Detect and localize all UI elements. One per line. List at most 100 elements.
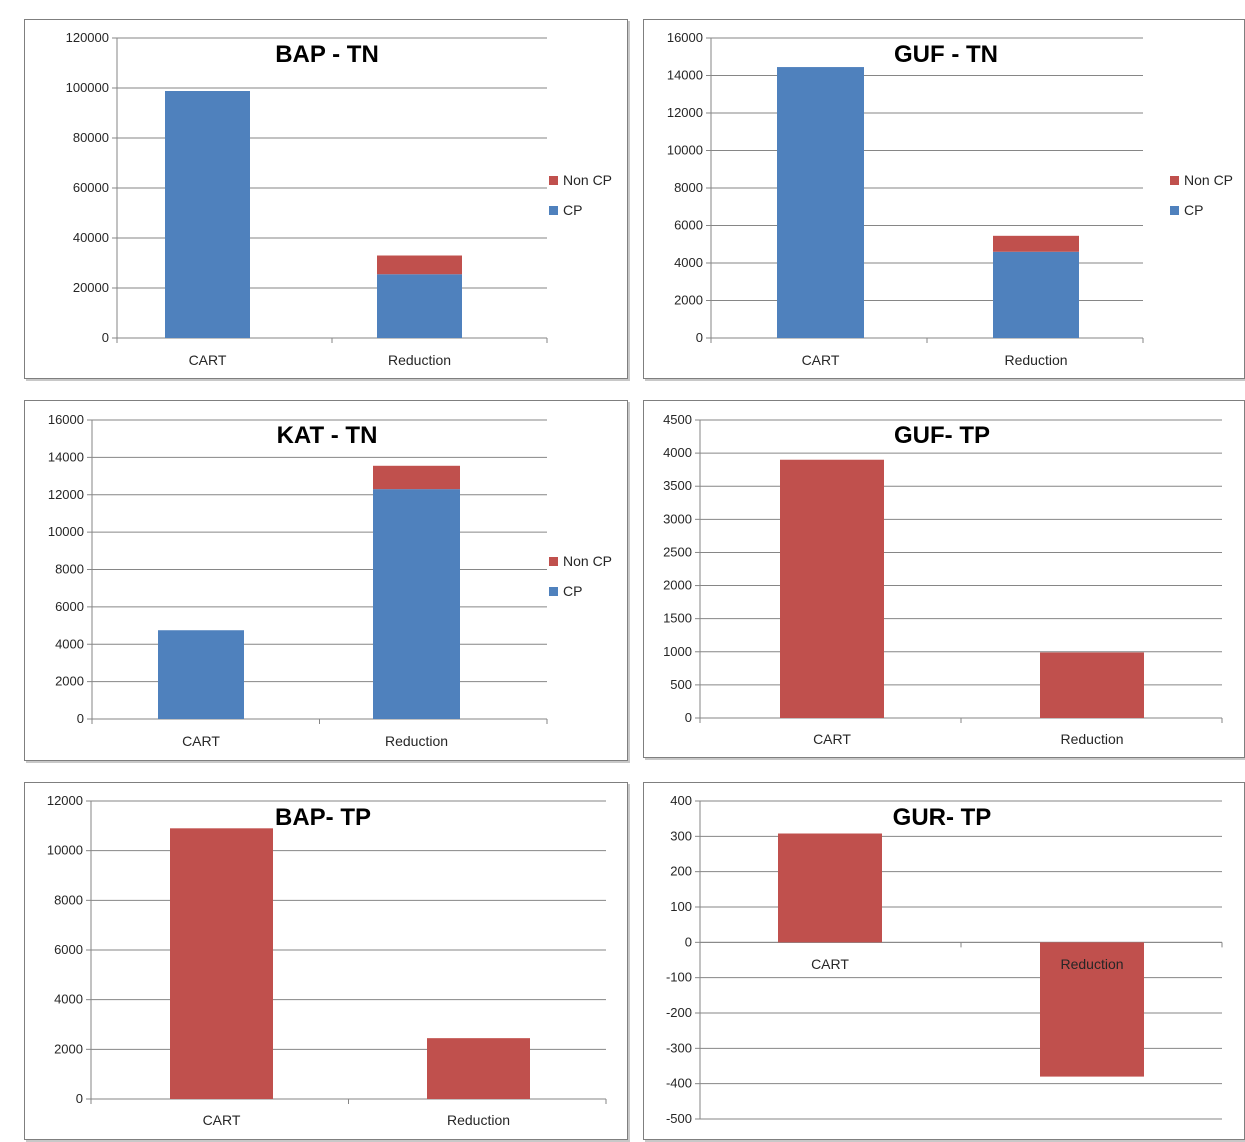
bar-cart-cp <box>165 91 250 338</box>
y-tick-label: 6000 <box>55 599 84 614</box>
y-tick-label: 14000 <box>48 449 84 464</box>
y-tick-label: 1000 <box>663 644 692 659</box>
bar-reduction-non-cp <box>377 255 462 275</box>
bar-cart <box>780 459 884 718</box>
legend-swatch <box>549 176 558 185</box>
legend-label: CP <box>1184 202 1203 218</box>
chart-panel-1: 0 20000 40000 60000 80000 100000 120000 CART Red… <box>24 19 628 379</box>
bar-cart-cp <box>158 630 244 719</box>
bar-reduction <box>1040 652 1144 718</box>
y-tick-label: 300 <box>670 828 692 843</box>
y-tick-label: -400 <box>666 1076 692 1091</box>
chart-svg: 0 2000 4000 6000 8000 10000 12000 14000 16000 CAR… <box>667 30 1233 368</box>
chart-title: BAP- TP <box>275 804 371 831</box>
legend-swatch <box>549 557 558 566</box>
chart-panel-3: 0 2000 4000 6000 8000 10000 12000 14000 16000 CAR… <box>24 400 628 761</box>
legend-label: CP <box>563 583 582 599</box>
y-tick-label: 10000 <box>47 843 83 858</box>
category-label: CART <box>811 956 849 972</box>
y-tick-label: 400 <box>670 793 692 808</box>
y-tick-label: 0 <box>76 1091 83 1106</box>
y-tick-label: 100000 <box>66 80 109 95</box>
category-label: CART <box>189 352 227 368</box>
bar-cart <box>170 828 273 1099</box>
y-tick-label: 3000 <box>663 511 692 526</box>
bar-reduction-cp <box>373 489 460 719</box>
y-tick-label: -500 <box>666 1111 692 1126</box>
chart-panel-2: 0 2000 4000 6000 8000 10000 12000 14000 16000 CAR… <box>643 19 1245 379</box>
y-tick-label: 8000 <box>674 180 703 195</box>
category-label: Reduction <box>447 1112 510 1128</box>
bar-cart <box>778 833 882 943</box>
bar-reduction <box>1040 942 1144 1077</box>
y-tick-label: 0 <box>685 934 692 949</box>
y-tick-label: 60000 <box>73 180 109 195</box>
category-label: CART <box>203 1112 241 1128</box>
y-tick-label: 200 <box>670 864 692 879</box>
y-tick-label: 4000 <box>55 636 84 651</box>
y-tick-label: 2500 <box>663 544 692 559</box>
y-tick-label: 1500 <box>663 611 692 626</box>
category-label: CART <box>182 733 220 749</box>
chart-panel-5: 0 2000 4000 6000 8000 10000 12000 CART Reduction… <box>24 782 628 1140</box>
y-tick-label: 100 <box>670 899 692 914</box>
y-tick-label: -100 <box>666 970 692 985</box>
y-tick-label: 14000 <box>667 68 703 83</box>
y-tick-label: 12000 <box>47 793 83 808</box>
y-tick-label: 4000 <box>54 992 83 1007</box>
chart-title: KAT - TN <box>277 422 378 449</box>
category-label: CART <box>802 352 840 368</box>
category-label: Reduction <box>1004 352 1067 368</box>
category-label: Reduction <box>1060 956 1123 972</box>
y-tick-label: 2000 <box>55 674 84 689</box>
y-tick-label: 2000 <box>663 578 692 593</box>
y-tick-label: 2000 <box>674 293 703 308</box>
y-tick-label: -300 <box>666 1040 692 1055</box>
legend-swatch <box>549 587 558 596</box>
y-tick-label: 10000 <box>48 524 84 539</box>
category-label: Reduction <box>388 352 451 368</box>
chart-title: GUF- TP <box>894 422 990 449</box>
bar-reduction-non-cp <box>993 235 1079 252</box>
legend-label: Non CP <box>1184 172 1233 188</box>
bar-reduction-cp <box>993 251 1079 338</box>
chart-svg: 0 20000 40000 60000 80000 100000 120000 CART Red… <box>66 30 612 368</box>
y-tick-label: 8000 <box>54 892 83 907</box>
y-tick-label: 16000 <box>667 30 703 45</box>
chart-title: GUR- TP <box>893 804 992 831</box>
y-tick-label: 2000 <box>54 1041 83 1056</box>
category-label: Reduction <box>1060 731 1123 747</box>
y-tick-label: 4000 <box>663 445 692 460</box>
chart-svg: 0 500 1000 1500 2000 2500 3000 3500 4000 4500 CART… <box>663 412 1223 747</box>
y-tick-label: 8000 <box>55 562 84 577</box>
y-tick-label: 0 <box>685 710 692 725</box>
y-tick-label: 6000 <box>674 218 703 233</box>
y-tick-label: 12000 <box>48 487 84 502</box>
y-tick-label: 500 <box>670 677 692 692</box>
y-tick-label: 6000 <box>54 942 83 957</box>
chart-title: GUF - TN <box>894 41 998 68</box>
y-tick-label: -200 <box>666 1005 692 1020</box>
legend-swatch <box>549 206 558 215</box>
category-label: CART <box>813 731 851 747</box>
y-tick-label: 0 <box>102 330 109 345</box>
y-tick-label: 3500 <box>663 478 692 493</box>
y-tick-label: 0 <box>77 711 84 726</box>
y-tick-label: 10000 <box>667 143 703 158</box>
y-tick-label: 4500 <box>663 412 692 427</box>
chart-title: BAP - TN <box>275 41 379 68</box>
bar-reduction <box>427 1038 530 1099</box>
chart-svg: 0 2000 4000 6000 8000 10000 12000 CART Reduction… <box>47 793 607 1128</box>
legend-swatch <box>1170 176 1179 185</box>
chart-panel-4: 0 500 1000 1500 2000 2500 3000 3500 4000 4500 CART… <box>643 400 1245 758</box>
y-tick-label: 20000 <box>73 280 109 295</box>
y-tick-label: 16000 <box>48 412 84 427</box>
bar-reduction-cp <box>377 274 462 338</box>
legend-label: Non CP <box>563 553 612 569</box>
category-label: Reduction <box>385 733 448 749</box>
y-tick-label: 4000 <box>674 255 703 270</box>
y-tick-label: 0 <box>696 330 703 345</box>
bar-reduction-non-cp <box>373 465 460 490</box>
y-tick-label: 120000 <box>66 30 109 45</box>
y-tick-label: 40000 <box>73 230 109 245</box>
